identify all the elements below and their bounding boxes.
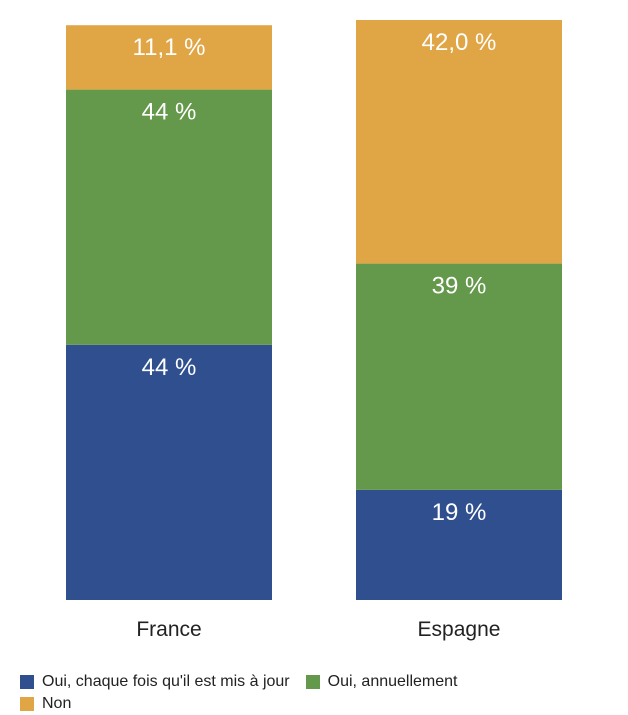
data-label: 44 % [142,354,197,381]
data-label: 44 % [142,99,197,126]
stacked-bar-chart: 44 % 44 % 11,1 % France 19 % 39 % 42,0 % Espagn… [66,20,562,641]
data-label: 42,0 % [422,29,497,56]
data-label: 11,1 % [133,34,206,61]
legend-item-update: Oui, chaque fois qu'il est mis à jour [20,673,290,691]
legend-label: Non [42,695,72,712]
data-label: 39 % [432,273,487,300]
legend-swatch [20,675,34,689]
bar-segment-france-2 [66,25,272,90]
legend-label: Oui, annuellement [327,673,458,690]
category-label: France [136,618,201,641]
bar-segment-espagne-0 [356,489,562,600]
bar-segment-france-0 [66,344,272,600]
legend-item-annual: Oui, annuellement [305,673,458,691]
legend-label: Oui, chaque fois qu'il est mis à jour [42,673,290,690]
category-label: Espagne [418,618,501,641]
legend-item-non: Non [20,695,71,713]
legend-swatch [305,675,320,689]
data-label: 19 % [432,499,487,526]
legend-swatch [20,697,34,711]
bar-segment-france-1 [66,89,272,345]
bar-segment-espagne-1 [356,263,562,490]
legend: Oui, chaque fois qu'il est mis à jour Ou… [20,671,620,715]
bar-segment-espagne-2 [356,20,562,264]
